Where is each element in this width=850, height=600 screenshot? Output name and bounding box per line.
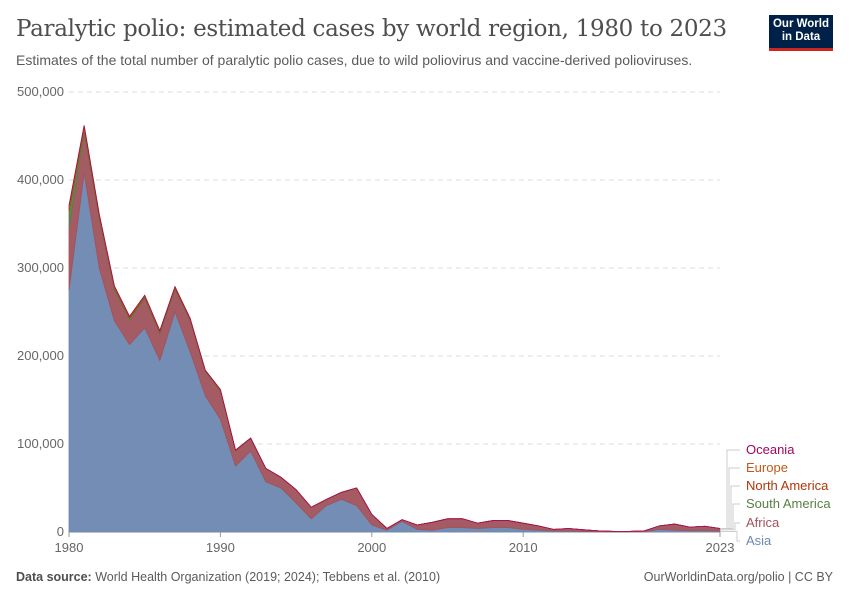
x-tick-label: 1990: [206, 540, 235, 555]
legend-asia[interactable]: Asia: [746, 533, 772, 548]
x-tick-label: 1980: [55, 540, 84, 555]
area-asia: [68, 172, 721, 533]
x-tick-label: 2023: [706, 540, 735, 555]
legend-oceania[interactable]: Oceania: [746, 442, 795, 457]
x-tick-label: 2010: [509, 540, 538, 555]
y-tick-label: 300,000: [17, 260, 64, 275]
credit-link[interactable]: OurWorldinData.org/polio | CC BY: [643, 570, 833, 584]
y-tick-label: 0: [57, 524, 64, 539]
y-tick-label: 200,000: [17, 348, 64, 363]
x-tick-label: 2000: [357, 540, 386, 555]
y-tick-label: 500,000: [17, 84, 64, 99]
legend-connector: [721, 485, 740, 529]
chart-title: Paralytic polio: estimated cases by worl…: [16, 16, 727, 42]
legend-europe[interactable]: Europe: [746, 460, 788, 475]
y-tick-label: 100,000: [17, 436, 64, 451]
area-oceania: [68, 125, 721, 532]
y-tick-label: 400,000: [17, 172, 64, 187]
owid-logo[interactable]: Our World in Data: [769, 15, 833, 51]
source-text[interactable]: World Health Organization (2019; 2024); …: [95, 570, 441, 584]
legend-connector: [721, 449, 740, 529]
legend-connector: [721, 531, 740, 542]
chart-subtitle: Estimates of the total number of paralyt…: [16, 52, 693, 68]
legend-south-america[interactable]: South America: [746, 496, 831, 511]
source-label: Data source:: [16, 570, 92, 584]
legend-africa[interactable]: Africa: [746, 515, 780, 530]
data-source: Data source: World Health Organization (…: [16, 570, 440, 584]
legend-connector: [721, 522, 740, 531]
legend-north-america[interactable]: North America: [746, 478, 829, 493]
